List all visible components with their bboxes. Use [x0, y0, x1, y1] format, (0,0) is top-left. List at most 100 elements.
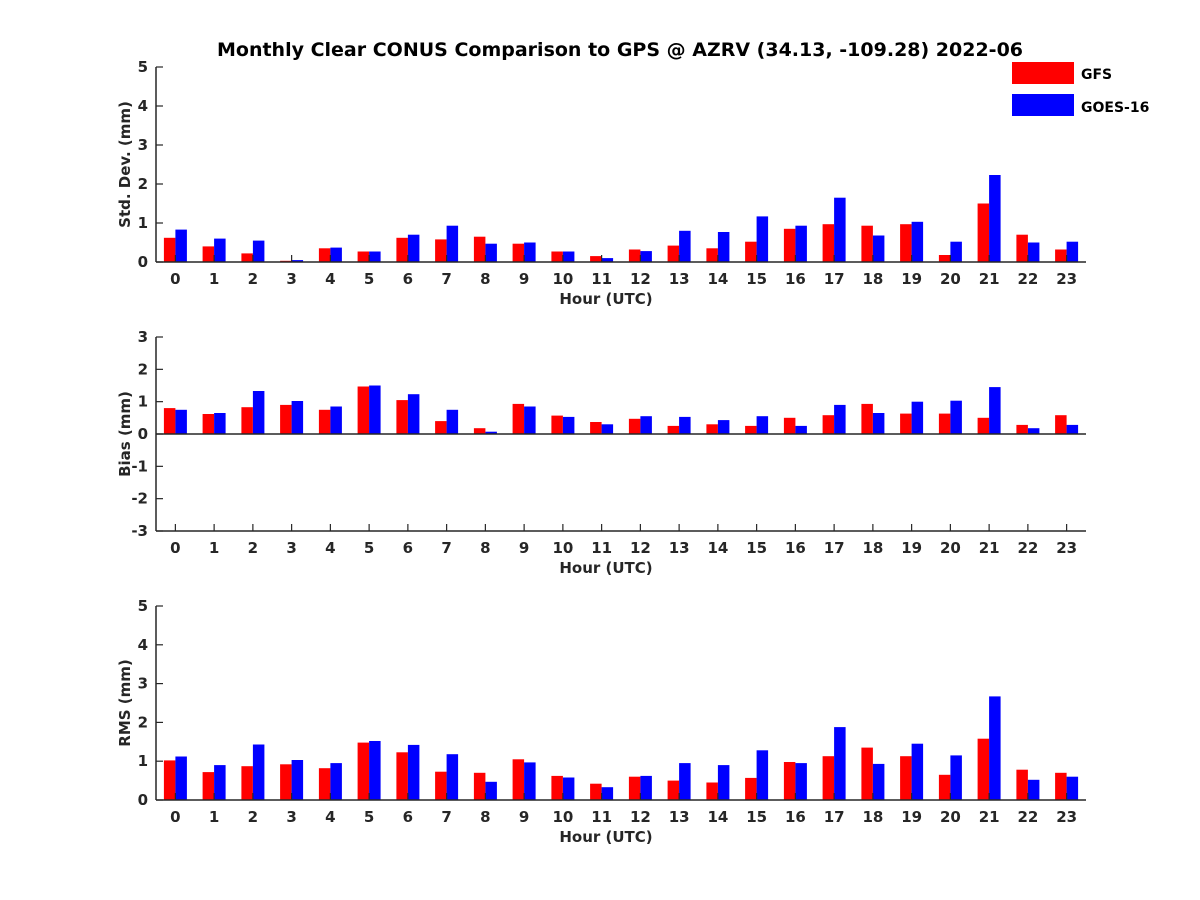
- bar-stddev-goes16-1: [214, 238, 226, 262]
- ytick-label-rms-5: 5: [138, 597, 148, 615]
- ytick-label-bias-0: -3: [131, 522, 148, 540]
- bar-stddev-goes16-2: [252, 240, 265, 262]
- xtick-label-bias-6: 6: [403, 539, 413, 557]
- bar-bias-gfs-3: [280, 404, 292, 434]
- bar-bias-goes16-21: [989, 387, 1001, 434]
- xtick-label-bias-4: 4: [325, 539, 335, 557]
- bar-bias-gfs-7: [435, 421, 447, 434]
- bar-stddev-gfs-19: [900, 224, 912, 262]
- bar-stddev-goes16-13: [679, 230, 691, 262]
- bar-bias-goes16-5: [369, 385, 381, 434]
- bar-rms-goes16-2: [252, 744, 265, 800]
- bar-stddev-goes16-16: [795, 225, 807, 262]
- bar-bias-gfs-16: [783, 417, 796, 434]
- bar-rms-gfs-12: [628, 776, 641, 800]
- bar-rms-gfs-5: [357, 742, 370, 800]
- xtick-label-stddev-4: 4: [325, 270, 335, 288]
- ytick-label-stddev-1: 1: [138, 214, 148, 232]
- bar-stddev-goes16-6: [407, 234, 420, 262]
- bar-stddev-goes16-21: [989, 175, 1001, 262]
- xtick-label-stddev-18: 18: [862, 270, 883, 288]
- bar-rms-gfs-10: [551, 775, 563, 800]
- ytick-label-bias-1: -2: [131, 490, 148, 508]
- bar-rms-gfs-16: [783, 762, 796, 800]
- bar-bias-goes16-23: [1066, 424, 1079, 434]
- bar-bias-gfs-15: [745, 425, 757, 434]
- bar-bias-goes16-12: [640, 416, 652, 434]
- chart-title: Monthly Clear CONUS Comparison to GPS @ …: [217, 39, 1023, 61]
- bar-bias-gfs-17: [822, 415, 835, 434]
- xtick-label-stddev-22: 22: [1017, 270, 1038, 288]
- xtick-label-bias-14: 14: [707, 539, 728, 557]
- bar-bias-gfs-4: [318, 409, 331, 435]
- xtick-label-bias-8: 8: [480, 539, 490, 557]
- bar-stddev-goes16-15: [756, 216, 769, 262]
- bar-stddev-goes16-4: [330, 247, 342, 262]
- bar-bias-gfs-5: [357, 386, 370, 434]
- bar-bias-gfs-13: [667, 425, 680, 434]
- ytick-label-bias-4: 1: [138, 393, 148, 411]
- bar-rms-gfs-14: [706, 782, 718, 800]
- xtick-label-rms-2: 2: [248, 808, 258, 826]
- xtick-label-stddev-3: 3: [286, 270, 296, 288]
- bar-stddev-goes16-5: [369, 251, 381, 262]
- bar-stddev-goes16-0: [175, 229, 187, 262]
- bar-bias-gfs-18: [861, 403, 873, 434]
- bar-bias-goes16-0: [175, 409, 187, 435]
- xtick-label-stddev-5: 5: [364, 270, 374, 288]
- xtick-label-rms-10: 10: [552, 808, 573, 826]
- bar-stddev-goes16-9: [524, 242, 536, 262]
- bar-rms-goes16-3: [291, 760, 304, 800]
- xtick-label-bias-11: 11: [591, 539, 612, 557]
- xtick-label-bias-21: 21: [979, 539, 1000, 557]
- ylabel-rms: RMS (mm): [116, 659, 134, 746]
- bar-rms-goes16-22: [1027, 779, 1040, 800]
- bar-rms-gfs-18: [861, 747, 873, 800]
- bar-bias-gfs-9: [512, 403, 525, 434]
- ytick-label-stddev-3: 3: [138, 136, 148, 154]
- bar-bias-goes16-8: [485, 431, 497, 434]
- bar-bias-gfs-2: [241, 407, 253, 434]
- bar-rms-goes16-13: [679, 763, 691, 800]
- xtick-label-bias-5: 5: [364, 539, 374, 557]
- bar-rms-goes16-1: [214, 765, 226, 800]
- bar-bias-goes16-3: [291, 401, 304, 434]
- xtick-label-rms-7: 7: [441, 808, 451, 826]
- bar-stddev-gfs-4: [318, 248, 331, 262]
- bar-rms-goes16-17: [834, 727, 846, 800]
- bar-bias-gfs-11: [590, 422, 602, 434]
- bar-bias-gfs-22: [1016, 424, 1028, 434]
- bar-stddev-goes16-18: [872, 235, 885, 262]
- bar-bias-goes16-4: [330, 406, 342, 434]
- bar-rms-goes16-15: [756, 750, 769, 800]
- xtick-label-rms-19: 19: [901, 808, 922, 826]
- bar-bias-gfs-19: [900, 413, 912, 434]
- xtick-label-stddev-13: 13: [669, 270, 690, 288]
- xtick-label-stddev-19: 19: [901, 270, 922, 288]
- bar-stddev-goes16-7: [446, 225, 459, 262]
- bar-bias-goes16-15: [756, 416, 769, 434]
- bar-stddev-gfs-1: [202, 246, 215, 262]
- xtick-label-rms-17: 17: [824, 808, 845, 826]
- bar-bias-goes16-7: [446, 409, 459, 435]
- bar-bias-gfs-10: [551, 415, 563, 434]
- bar-rms-gfs-7: [435, 771, 447, 800]
- bar-bias-goes16-18: [872, 413, 885, 434]
- xlabel-bias: Hour (UTC): [559, 559, 652, 577]
- xlabel-stddev: Hour (UTC): [559, 290, 652, 308]
- bar-stddev-goes16-12: [640, 251, 652, 262]
- xtick-label-stddev-8: 8: [480, 270, 490, 288]
- bar-rms-goes16-20: [950, 755, 962, 800]
- xtick-label-stddev-0: 0: [170, 270, 180, 288]
- bar-bias-goes16-11: [601, 424, 614, 434]
- bar-stddev-gfs-2: [241, 253, 253, 262]
- bar-bias-gfs-12: [628, 418, 641, 434]
- bar-bias-goes16-22: [1027, 428, 1040, 434]
- xtick-label-rms-1: 1: [209, 808, 219, 826]
- bar-bias-goes16-16: [795, 425, 807, 434]
- bar-rms-goes16-10: [562, 777, 575, 800]
- bar-bias-goes16-17: [834, 404, 846, 434]
